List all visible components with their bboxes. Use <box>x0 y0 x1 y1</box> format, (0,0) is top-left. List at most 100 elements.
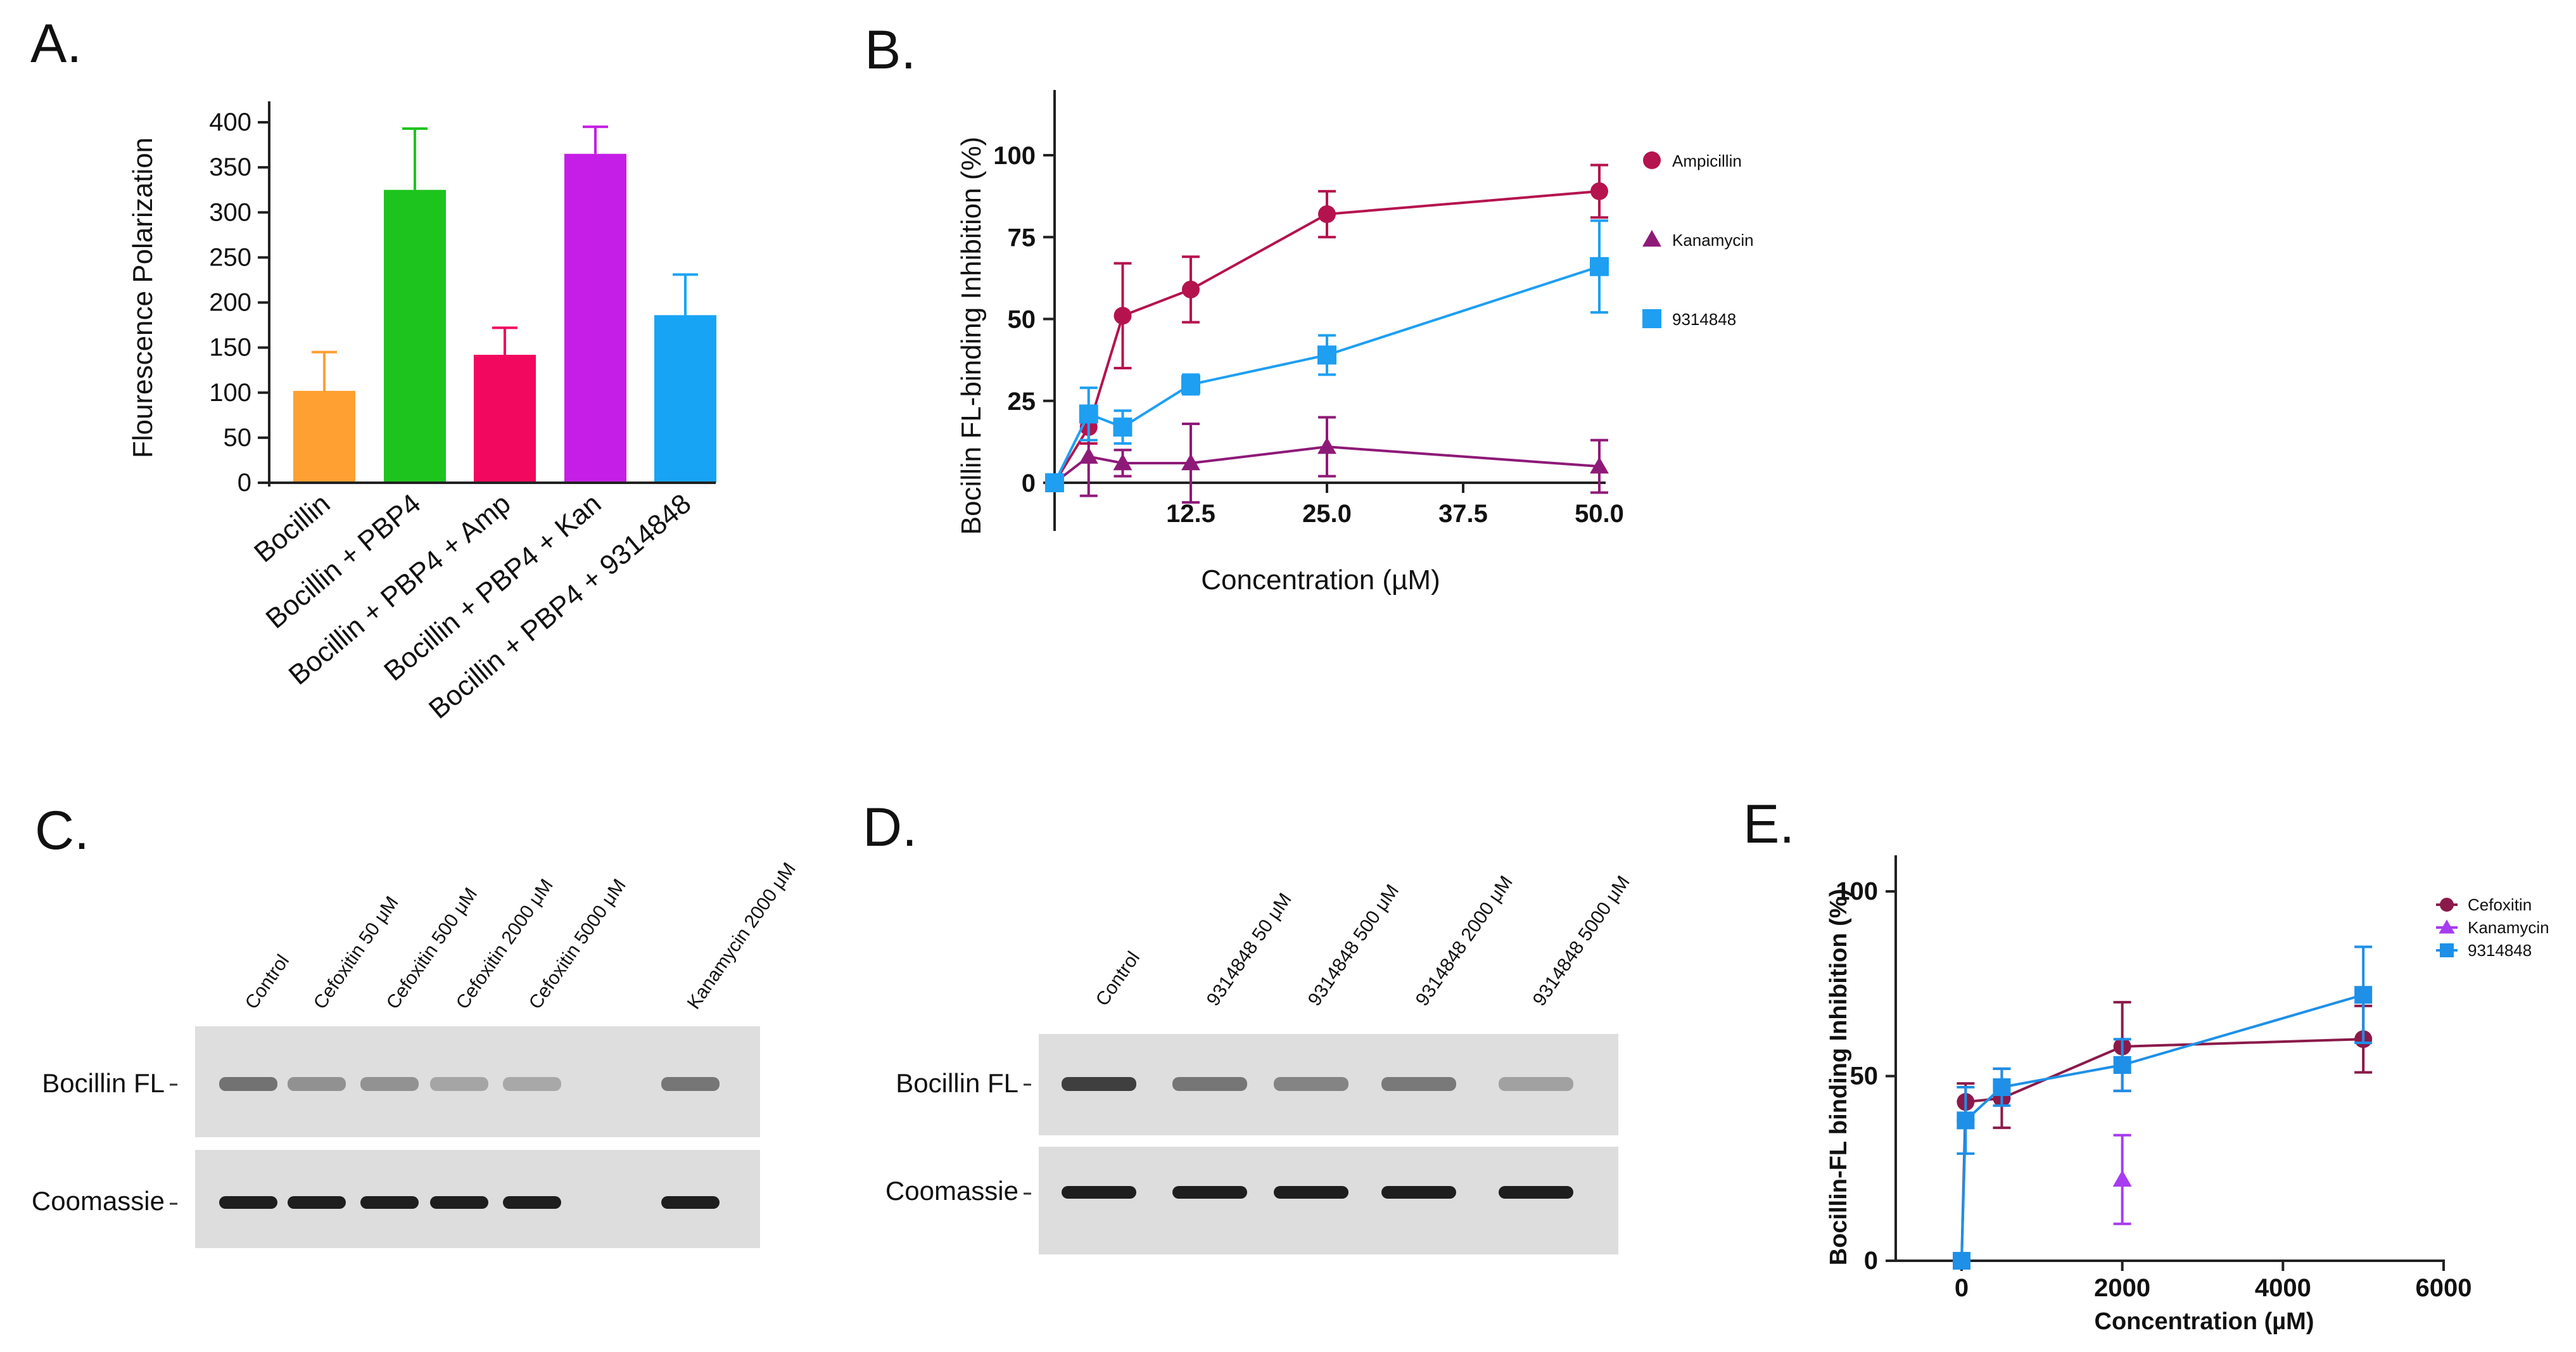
chart-a-bar <box>293 390 355 483</box>
chart-b-legend-marker <box>1642 230 1661 247</box>
chart-b-point <box>1590 457 1609 474</box>
chart-e-point <box>2354 986 2373 1004</box>
chart-b-legend-label: Ampicillin <box>1672 151 1742 170</box>
chart-a-y-tick-label: 0 <box>238 469 251 497</box>
chart-b-point <box>1590 182 1608 200</box>
chart-b-y-tick-label: 25 <box>1008 388 1036 416</box>
gel-c-lane-label: Control <box>241 951 294 1013</box>
chart-e-x-tick-label: 2000 <box>2094 1274 2150 1302</box>
chart-b-plot: 0 25 50 75 100 12.5 25.0 37.5 50.0 Ampicillin Kana… <box>993 90 1754 531</box>
chart-b-point <box>1113 418 1133 437</box>
chart-b-point <box>1318 205 1336 224</box>
chart-e-series-line <box>1960 1038 2364 1261</box>
gel-c-coomassie-band <box>430 1196 488 1209</box>
chart-e-y-tick-label: 100 <box>1836 877 1878 905</box>
chart-b-y-tick-label: 0 <box>1022 469 1036 497</box>
gel-d-row-label-coomassie: Coomassie <box>885 1176 1018 1206</box>
gel-c-coomassie-band <box>661 1196 720 1209</box>
chart-a-y-axis-title: Flourescence Polarization <box>127 137 158 458</box>
chart-a-y-tick-label: 150 <box>209 334 251 362</box>
chart-e-legend-marker <box>2440 943 2454 957</box>
panel-d-letter: D. <box>863 797 917 858</box>
chart-e-point <box>1957 1111 1975 1130</box>
chart-a-y-tick-label: 350 <box>209 153 251 181</box>
gel-c-bocillin-band <box>503 1077 561 1091</box>
chart-a-y-tick-label: 50 <box>224 424 252 452</box>
chart-e-point <box>1993 1078 2011 1096</box>
chart-a-bar: 0 50 100 150 200 250 300 350 400 BocillinBocilli… <box>127 101 716 725</box>
chart-a-y-tick-label: 200 <box>209 289 251 317</box>
gel-d: Control 9314848 50 μM 9314848 500 μM 931484… <box>885 872 1634 1254</box>
gel-d-bocillin-band <box>1499 1077 1573 1091</box>
chart-a-category-label: Bocillin <box>248 488 336 568</box>
panel-c-letter: C. <box>35 800 89 861</box>
chart-b-point <box>1113 454 1133 471</box>
chart-b-series-line <box>1053 265 1600 483</box>
gel-c-bocillin-band <box>360 1077 419 1091</box>
chart-b-x-axis-title: Concentration (µM) <box>1201 564 1440 596</box>
chart-e-y-tick-label: 50 <box>1850 1062 1879 1090</box>
gel-c-bocillin-band <box>661 1077 720 1091</box>
panel-e-letter: E. <box>1743 794 1794 855</box>
panel-b-letter: B. <box>865 20 916 80</box>
chart-a-bar <box>474 355 536 483</box>
chart-b-legend-marker <box>1643 151 1661 169</box>
chart-b-point <box>1045 473 1064 492</box>
chart-b-legend-label: Kanamycin <box>1672 231 1754 250</box>
chart-e-legend-label: Kanamycin <box>2468 918 2549 937</box>
chart-b-x-tick-label: 12.5 <box>1166 500 1215 528</box>
gel-c-bocillin-band <box>219 1077 277 1091</box>
chart-e-x-axis-title: Concentration (µM) <box>2095 1308 2314 1335</box>
chart-a-bar <box>384 189 446 483</box>
gel-d-bocillin-band <box>1062 1077 1136 1091</box>
chart-e-y-tick-label: 0 <box>1864 1247 1878 1275</box>
gel-d-lane-label: 9314848 5000 μM <box>1529 872 1634 1010</box>
panel-a-letter: A. <box>30 13 82 74</box>
chart-e-point <box>2113 1056 2131 1075</box>
gel-d-coomassie-band <box>1172 1186 1247 1199</box>
chart-a-y-tick-label: 100 <box>209 379 251 407</box>
chart-b-point <box>1114 307 1132 325</box>
gel-c-lane-label: Kanamycin 2000 μM <box>683 859 800 1013</box>
chart-a-y-tick-label: 300 <box>209 198 251 226</box>
chart-e-point <box>2112 1170 2132 1187</box>
chart-e-legend-label: 9314848 <box>2468 941 2532 960</box>
chart-b-x-tick-label: 37.5 <box>1438 500 1488 528</box>
chart-a-bar <box>564 153 626 483</box>
chart-b-series-line <box>1053 189 1600 484</box>
chart-b-point <box>1317 345 1336 365</box>
chart-e-legend-label: Cefoxitin <box>2468 895 2532 914</box>
chart-b-legend-marker <box>1642 309 1661 328</box>
gel-c-coomassie-band <box>503 1196 561 1209</box>
gel-d-row-label-bocillin: Bocillin FL <box>896 1068 1018 1098</box>
chart-b-y-tick-label: 100 <box>993 142 1036 170</box>
chart-e-x-tick-label: 4000 <box>2255 1274 2311 1302</box>
gel-d-lane-label: 9314848 50 μM <box>1203 890 1296 1010</box>
chart-b-y-tick-label: 50 <box>1008 306 1036 334</box>
chart-b-y-tick-label: 75 <box>1008 224 1036 252</box>
chart-e-x-tick-label: 0 <box>1955 1274 1969 1302</box>
chart-b-legend-label: 9314848 <box>1672 310 1736 329</box>
gel-c-row-label-bocillin: Bocillin FL <box>42 1068 165 1098</box>
chart-a-y-tick-label: 400 <box>209 108 251 136</box>
chart-a-y-ticks: 0 50 100 150 200 250 300 350 400 <box>209 108 269 497</box>
chart-b-point <box>1317 437 1336 454</box>
gel-d-bocillin-band <box>1172 1077 1247 1091</box>
chart-b-x-tick-label: 25.0 <box>1302 500 1352 528</box>
chart-e-y-axis-title: Bocillin-FL binding Inhibition (%) <box>1825 889 1852 1266</box>
chart-e-plot: 0 50 100 0 2000 4000 6000 Cefoxitin Kanamycin 931… <box>1836 855 2549 1302</box>
gel-d-lane-label: 9314848 500 μM <box>1304 881 1404 1010</box>
gel-d-coomassie-band <box>1274 1186 1348 1199</box>
chart-b-point <box>1079 447 1098 464</box>
gel-d-coomassie-band <box>1499 1186 1573 1199</box>
gel-d-coomassie-band <box>1062 1186 1136 1199</box>
chart-b-x-tick-label: 50.0 <box>1575 500 1624 528</box>
chart-b-y-axis-title: Bocillin FL-binding Inhibition (%) <box>956 137 987 535</box>
chart-a-y-tick-label: 250 <box>209 243 251 271</box>
chart-b-point <box>1181 374 1200 394</box>
gel-d-coomassie-blot <box>1039 1147 1618 1254</box>
chart-e-legend-marker <box>2439 919 2455 934</box>
